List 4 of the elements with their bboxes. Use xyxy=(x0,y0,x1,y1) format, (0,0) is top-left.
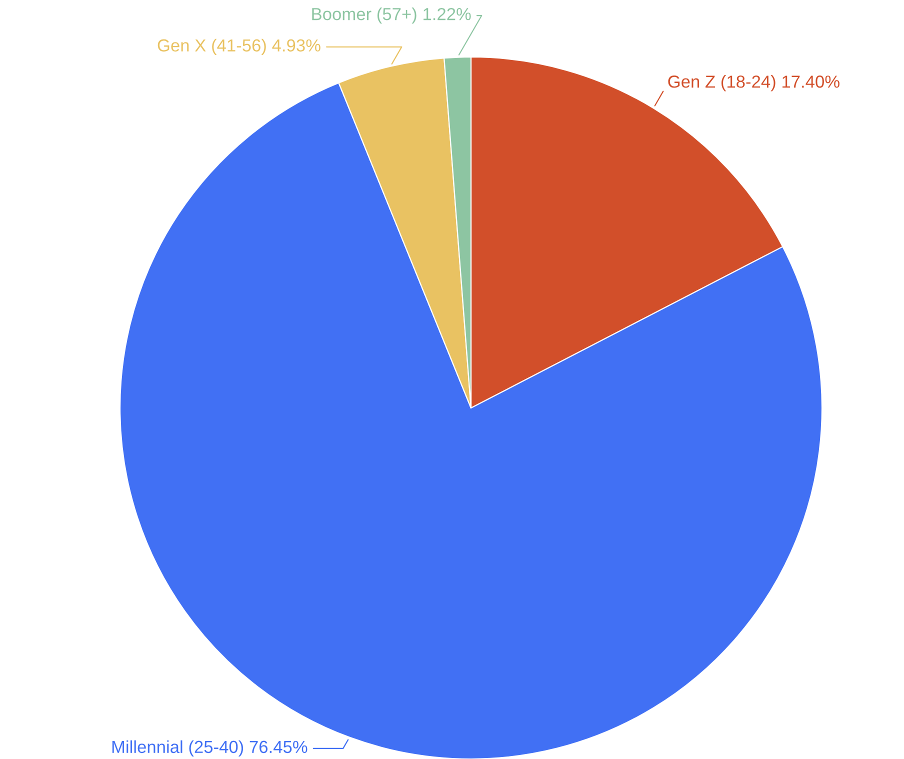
slice-label: Gen Z (18-24) 17.40% xyxy=(668,75,840,92)
slice-label: Boomer (57+) 1.22% xyxy=(312,8,471,24)
slice-label: Millennial (25-40) 76.45% xyxy=(112,740,308,756)
slice-label: Gen X (41-56) 4.93% xyxy=(158,38,320,56)
